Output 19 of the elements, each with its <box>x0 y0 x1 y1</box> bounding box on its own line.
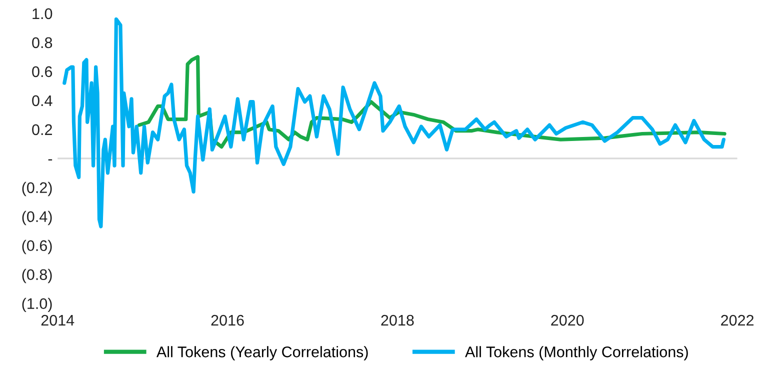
y-tick-label: (0.6) <box>22 240 52 254</box>
x-tick-label: 2014 <box>41 314 74 326</box>
y-tick-label: 1.0 <box>32 8 52 20</box>
x-tick-label: 2022 <box>721 314 754 326</box>
y-tick-label: 0.6 <box>32 66 52 78</box>
y-tick-label: 0.2 <box>32 124 52 136</box>
x-tick-label: 2018 <box>381 314 414 326</box>
x-tick-label: 2020 <box>551 314 584 326</box>
y-tick-label: 0.4 <box>32 95 52 106</box>
x-tick-label: 2016 <box>211 314 244 326</box>
y-tick-label: (1.0) <box>22 298 52 312</box>
line-series <box>62 17 726 228</box>
legend-label: All Tokens (Monthly Correlations) <box>465 346 688 360</box>
y-tick-label: - <box>48 159 52 160</box>
y-tick-label: (0.8) <box>22 268 52 284</box>
y-tick-label: (0.4) <box>22 210 52 226</box>
y-tick-label: 0.8 <box>32 37 52 48</box>
y-tick-label: (0.2) <box>22 182 52 196</box>
legend-label: All Tokens (Yearly Correlations) <box>156 346 368 360</box>
